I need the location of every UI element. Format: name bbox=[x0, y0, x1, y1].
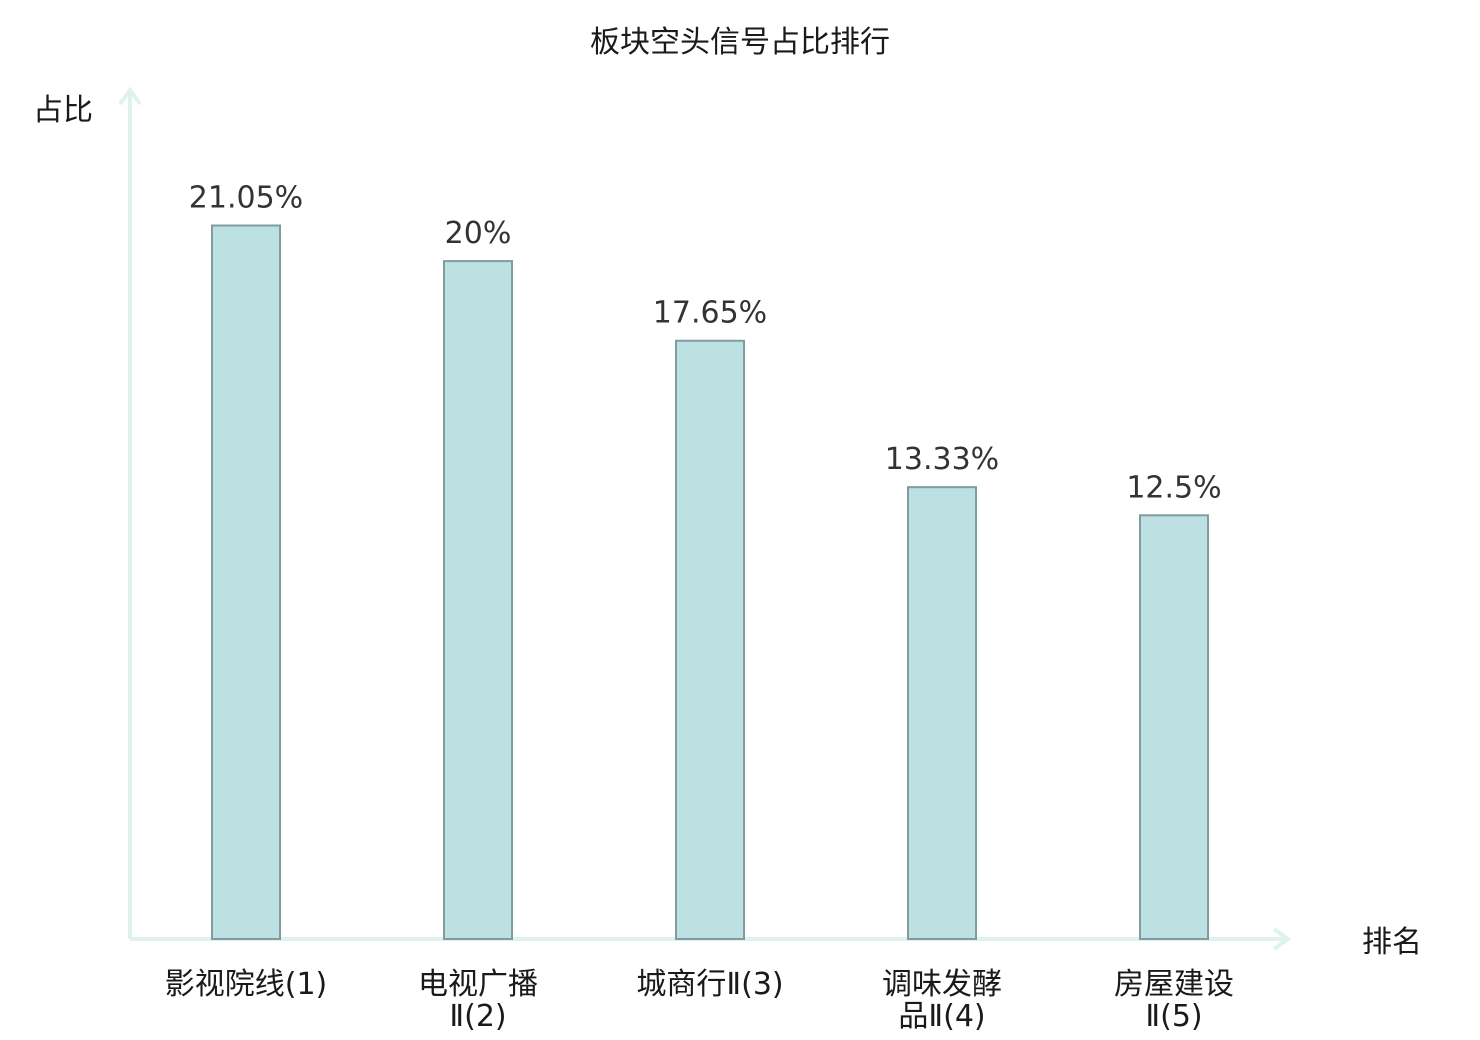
bars-group bbox=[211, 224, 1209, 941]
bar bbox=[907, 486, 977, 940]
category-label: 调味发酵 bbox=[882, 967, 1002, 1002]
category-label: 房屋建设 bbox=[1114, 967, 1234, 1002]
bar bbox=[211, 224, 281, 940]
value-label: 13.33% bbox=[885, 442, 999, 477]
category-label: 城商行Ⅱ(3) bbox=[636, 967, 783, 1002]
value-label: 20% bbox=[445, 216, 512, 251]
category-label: 影视院线(1) bbox=[165, 967, 328, 1002]
x-axis-arrow-icon bbox=[1272, 927, 1292, 951]
value-label: 17.65% bbox=[653, 296, 767, 331]
bar bbox=[1139, 514, 1209, 940]
value-label: 12.5% bbox=[1126, 470, 1221, 505]
bar bbox=[675, 339, 745, 941]
chart-title: 板块空头信号占比排行 bbox=[590, 25, 890, 60]
category-label: Ⅱ(5) bbox=[1145, 999, 1202, 1034]
bar bbox=[443, 260, 513, 940]
value-labels-group: 21.05% 20% 17.65% 13.33% 12.5% bbox=[189, 181, 1222, 506]
y-axis-label: 占比 bbox=[33, 93, 93, 128]
category-label: 品Ⅱ(4) bbox=[898, 999, 985, 1034]
category-label: Ⅱ(2) bbox=[449, 999, 506, 1034]
x-axis-label: 排名 bbox=[1362, 925, 1422, 960]
value-label: 21.05% bbox=[189, 181, 303, 216]
y-axis-arrow-icon bbox=[118, 86, 142, 106]
category-label: 电视广播 bbox=[418, 967, 538, 1002]
